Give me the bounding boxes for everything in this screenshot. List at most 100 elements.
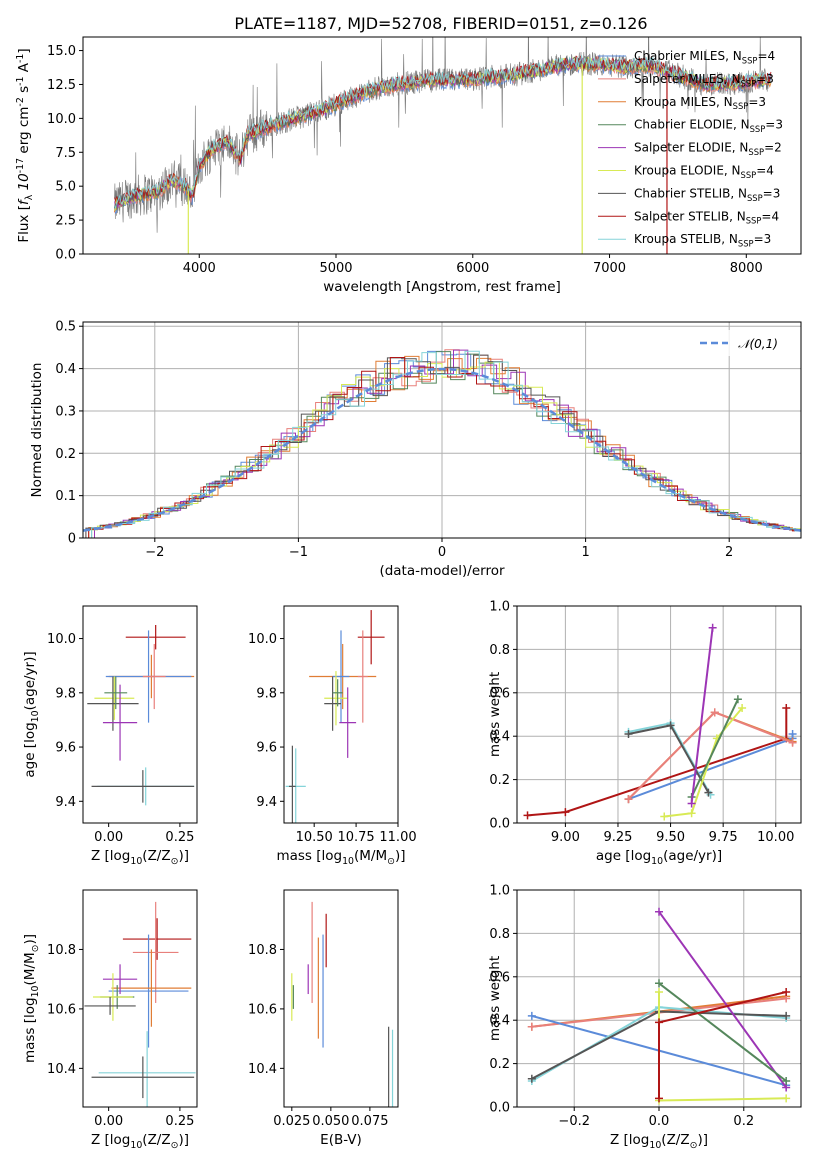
residuals-xlabel: (data-model)/error	[379, 563, 505, 579]
spectrum-ytick-label: 15.0	[47, 44, 76, 59]
weight-marker	[782, 1011, 791, 1020]
mass_vs_ebv-xtick-label: 0.050	[312, 1114, 349, 1129]
mass_vs_Z-axes: 0.00 0.25 10.4 10.6 10.8 Z [log10​(Z/Z⊙​)] mas…	[22, 889, 198, 1151]
weight-marker	[660, 812, 669, 821]
residual-histogram	[91, 350, 801, 538]
age_vs_Z-xlabel: Z [log10​(Z/Z⊙​)]	[91, 848, 189, 867]
age_vs_Z-xtick-label: 0.25	[165, 830, 194, 845]
weight-marker	[738, 703, 747, 712]
legend-label: Chabrier MILES, NSSP​=4	[634, 49, 775, 65]
weight_vs_Z-ytick-label: 0.6	[489, 970, 510, 985]
residual-histogram	[94, 349, 801, 538]
weight-line	[690, 698, 739, 798]
mass_vs_ebv-ytick-label: 10.8	[248, 943, 277, 958]
weight_vs_Z-ytick-label: 0.2	[489, 1057, 510, 1072]
weight_vs_age-ytick-label: 0.4	[489, 730, 510, 745]
spectrum-axes: 4000 5000 6000 7000 8000 0.0 2.5 5.0 7.5 10.0 12.5…	[15, 36, 802, 295]
age_vs_Z-ytick-label: 10.0	[47, 632, 76, 647]
spectrum-model-line	[114, 55, 772, 206]
weight_vs_age-xtick-label: 9.75	[709, 830, 738, 845]
weight_vs_age-xtick-label: 10.00	[757, 830, 794, 845]
weight_vs_age-ytick-label: 0.8	[489, 643, 510, 658]
weight_vs_Z-plot-area	[527, 907, 791, 1105]
mass_vs_ebv-plot-area	[291, 901, 394, 1107]
weight_vs_Z-ytick-label: 0.0	[489, 1101, 510, 1116]
weight-marker	[527, 1022, 536, 1031]
spectrum-spines	[82, 36, 802, 255]
age_vs_Z-xtick-label: 0.00	[94, 830, 123, 845]
spectrum-xtick-label: 6000	[456, 261, 489, 276]
weight-marker	[788, 738, 797, 747]
weight-marker	[655, 987, 663, 996]
mass_vs_Z-plot-area	[84, 901, 196, 1107]
legend-label: 𝒩(0,1)	[738, 337, 778, 351]
weight_vs_age-plot-area	[523, 623, 797, 821]
legend-label: Chabrier STELIB, NSSP​=3	[634, 186, 780, 202]
mass_vs_ebv-xlabel: E(B-V)	[320, 1132, 362, 1148]
weight_vs_Z-ytick-label: 0.4	[489, 1014, 510, 1029]
age_vs_mass-frame: 10.50 10.75 11.00 9.4 9.6 9.8 10.0 mass [log10​…	[248, 605, 417, 867]
age_vs_mass-axes: 10.50 10.75 11.00 9.4 9.6 9.8 10.0 mass [log10​…	[248, 605, 417, 867]
weight-marker	[782, 1076, 791, 1085]
weight-marker	[655, 1094, 663, 1103]
weight_vs_Z-axes: −0.2 0.0 0.2 0.0 0.2 0.4 0.6 0.8 1.0 Z [log10​(Z/…	[487, 884, 802, 1151]
weight_vs_age-ytick-label: 1.0	[489, 600, 510, 615]
residuals-axes: −2 −1 0 1 2 0 0.1 0.2 0.3 0.4 0.5 (data-model)/erro…	[29, 320, 802, 579]
residual-histogram	[83, 361, 801, 538]
weight_vs_age-axes: 9.00 9.25 9.50 9.75 10.00 0.0 0.2 0.4 0.6 0.8 1.0 a…	[487, 600, 802, 867]
legend-label: Salpeter ELODIE, NSSP​=2	[634, 141, 782, 157]
weight-line	[658, 982, 787, 1082]
weight_vs_age-ytick-label: 0.6	[489, 686, 510, 701]
spectrum-ytick-label: 5.0	[55, 180, 76, 195]
weight-marker	[704, 788, 713, 797]
weight_vs_Z-xlabel: Z [log10​(Z/Z⊙​)]	[610, 1132, 708, 1151]
mass_vs_Z-spines	[82, 889, 198, 1108]
weight_vs_age-frame: 9.00 9.25 9.50 9.75 10.00 0.0 0.2 0.4 0.6 0.8 1.0 a…	[487, 600, 802, 867]
spectrum-ytick-label: 7.5	[55, 146, 76, 161]
weight-marker	[527, 1011, 536, 1020]
spectrum-xtick-label: 8000	[730, 261, 763, 276]
age_vs_mass-spines	[283, 605, 399, 824]
residuals-xtick-label: 0	[438, 545, 446, 560]
weight-line	[658, 911, 788, 1089]
spectrum-ylabel: Flux [fλ​ 10-17​ erg cm-2​ s-1​ A-1​]	[15, 48, 35, 242]
mass_vs_Z-xtick-label: 0.25	[165, 1114, 194, 1129]
legend-label: Salpeter STELIB, NSSP​=4	[634, 209, 779, 225]
residuals-xtick-label: 1	[581, 545, 589, 560]
weight_vs_Z-ytick-label: 0.8	[489, 927, 510, 942]
spectrum-xlabel: wavelength [Angstrom, rest frame]	[323, 279, 561, 295]
spectrum-plot-area	[114, 37, 772, 254]
weight-line	[527, 708, 788, 817]
age_vs_Z-ytick-label: 9.4	[55, 795, 76, 810]
mass_vs_Z-ytick-label: 10.6	[47, 1002, 76, 1017]
residuals-ylabel: Normed distribution	[29, 363, 45, 498]
weight_vs_age-ylabel: mass weight	[487, 672, 503, 757]
mass_vs_ebv-ytick-label: 10.6	[248, 1002, 277, 1017]
mass_vs_ebv-frame: 0.025 0.050 0.075 10.4 10.6 10.8 E(B-V)	[248, 889, 399, 1148]
weight-marker	[655, 1018, 663, 1027]
age_vs_mass-ytick-label: 9.4	[256, 795, 277, 810]
age_vs_Z-ytick-label: 9.8	[55, 686, 76, 701]
mass_vs_Z-xlabel: Z [log10​(Z/Z⊙​)]	[91, 1132, 189, 1151]
residuals-ytick-label: 0.5	[55, 320, 76, 335]
age_vs_mass-ytick-label: 9.6	[256, 741, 277, 756]
weight_vs_Z-xtick-label: −0.2	[558, 1114, 590, 1129]
weight_vs_Z-xtick-label: 0.0	[649, 1114, 670, 1129]
legend-label: Salpeter MILES, NSSP​=3	[634, 72, 774, 88]
legend-label: Chabrier ELODIE, NSSP​=3	[634, 118, 783, 134]
weight_vs_age-xlabel: age [log10​(age/yr)]	[596, 848, 722, 867]
mass_vs_ebv-xtick-label: 0.075	[351, 1114, 388, 1129]
weight-line	[690, 627, 714, 804]
age_vs_mass-plot-area	[285, 610, 385, 823]
residuals-ytick-label: 0.4	[55, 362, 76, 377]
residuals-ytick-label: 0.2	[55, 447, 76, 462]
age_vs_mass-ytick-label: 10.0	[248, 632, 277, 647]
age_vs_Z-ytick-label: 9.6	[55, 741, 76, 756]
spectrum-xtick-label: 4000	[183, 261, 216, 276]
mass_vs_ebv-ytick-label: 10.4	[248, 1062, 277, 1077]
residuals-xtick-label: 2	[725, 545, 733, 560]
weight-line	[664, 707, 743, 818]
spectrum-frame: 4000 5000 6000 7000 8000 0.0 2.5 5.0 7.5 10.0 12.5…	[15, 36, 802, 295]
residuals-ytick-label: 0.1	[55, 489, 76, 504]
